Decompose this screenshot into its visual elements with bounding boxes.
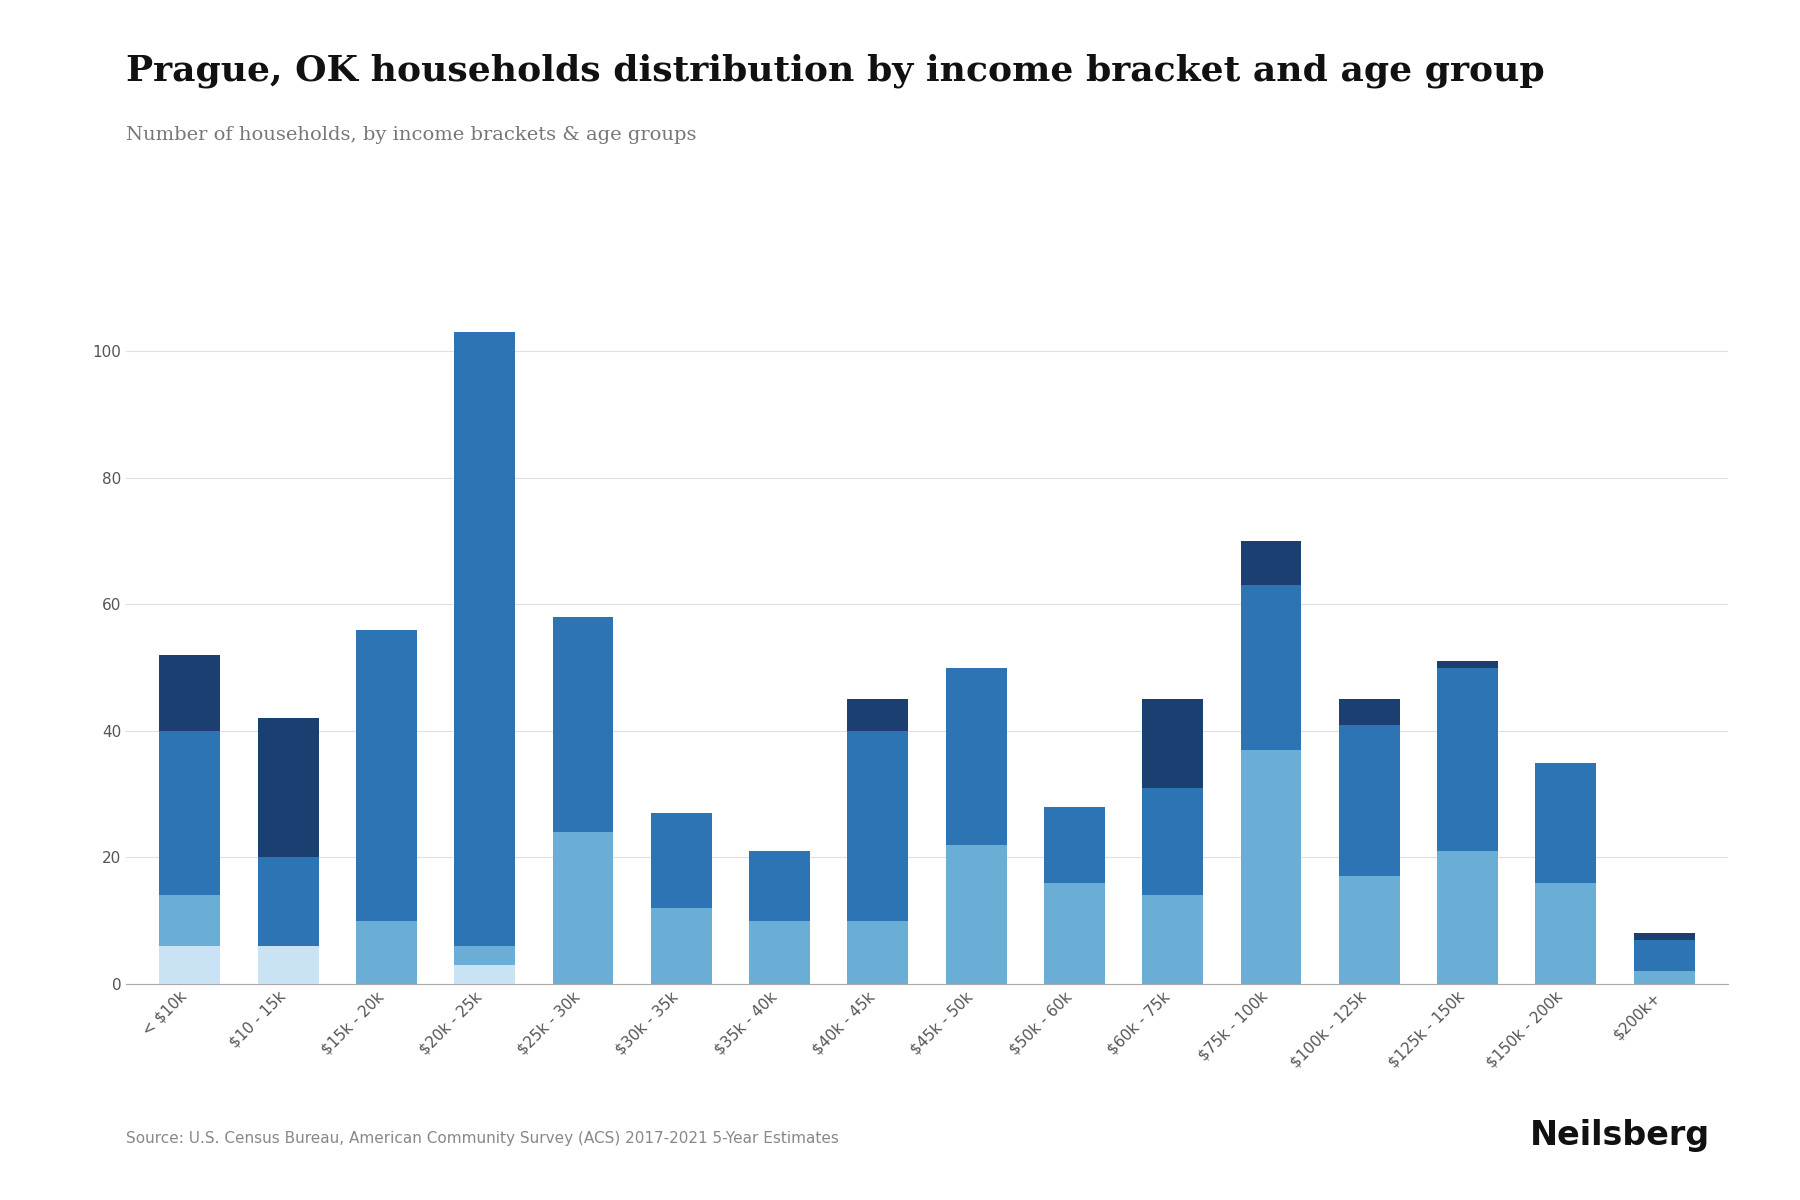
Bar bbox=[1339, 876, 1400, 984]
Bar bbox=[1535, 883, 1597, 984]
Bar bbox=[848, 920, 909, 984]
Bar bbox=[553, 617, 614, 832]
Bar bbox=[454, 965, 515, 984]
Bar bbox=[356, 920, 418, 984]
Bar bbox=[1634, 971, 1694, 984]
Bar bbox=[1634, 940, 1694, 971]
Text: Prague, OK households distribution by income bracket and age group: Prague, OK households distribution by in… bbox=[126, 54, 1544, 89]
Bar bbox=[1535, 762, 1597, 883]
Bar bbox=[749, 851, 810, 920]
Text: Source: U.S. Census Bureau, American Community Survey (ACS) 2017-2021 5-Year Est: Source: U.S. Census Bureau, American Com… bbox=[126, 1130, 839, 1146]
Bar bbox=[356, 630, 418, 920]
Bar bbox=[749, 920, 810, 984]
Bar bbox=[945, 845, 1006, 984]
Bar bbox=[1143, 788, 1202, 895]
Bar bbox=[1143, 700, 1202, 788]
Text: Neilsberg: Neilsberg bbox=[1530, 1118, 1710, 1152]
Bar bbox=[160, 655, 220, 731]
Bar bbox=[1143, 895, 1202, 984]
Bar bbox=[1436, 661, 1498, 667]
Bar bbox=[1339, 725, 1400, 876]
Bar bbox=[257, 858, 319, 946]
Bar bbox=[1240, 541, 1301, 586]
Bar bbox=[1044, 806, 1105, 883]
Bar bbox=[257, 946, 319, 984]
Bar bbox=[1634, 934, 1694, 940]
Bar bbox=[1240, 586, 1301, 750]
Bar bbox=[1339, 700, 1400, 725]
Bar bbox=[848, 731, 909, 920]
Bar bbox=[553, 832, 614, 984]
Bar bbox=[1240, 750, 1301, 984]
Bar bbox=[945, 667, 1006, 845]
Text: Number of households, by income brackets & age groups: Number of households, by income brackets… bbox=[126, 126, 697, 144]
Bar bbox=[652, 814, 711, 908]
Bar bbox=[1436, 851, 1498, 984]
Bar bbox=[454, 332, 515, 946]
Bar bbox=[160, 946, 220, 984]
Bar bbox=[1436, 667, 1498, 851]
Bar bbox=[848, 700, 909, 731]
Bar bbox=[160, 731, 220, 895]
Bar bbox=[160, 895, 220, 946]
Bar bbox=[1044, 883, 1105, 984]
Bar bbox=[257, 719, 319, 858]
Bar bbox=[454, 946, 515, 965]
Bar bbox=[652, 908, 711, 984]
